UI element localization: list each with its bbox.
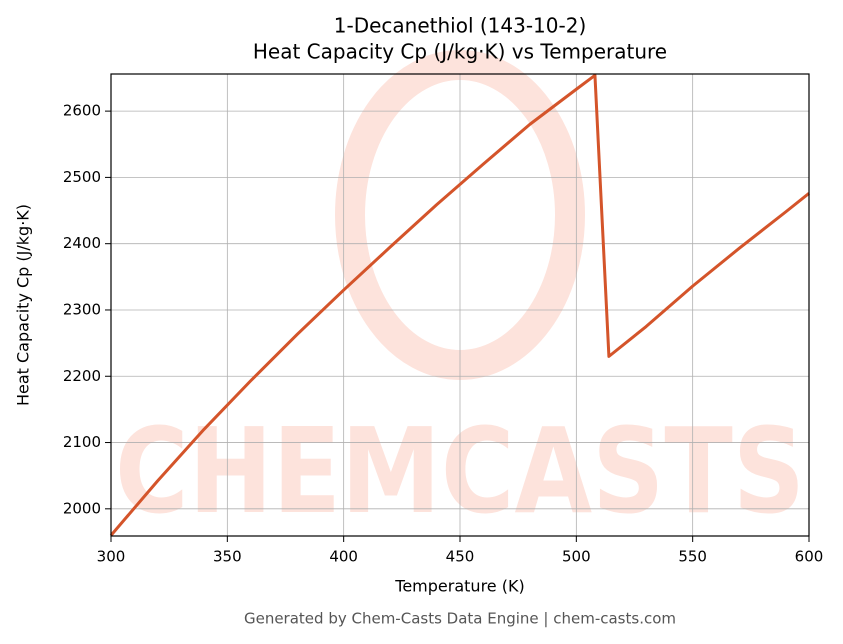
y-tick-label: 2100 bbox=[63, 433, 101, 451]
footer: Generated by Chem-Casts Data Engine | ch… bbox=[244, 610, 676, 628]
x-tick-label: 550 bbox=[678, 548, 707, 566]
y-tick-label: 2500 bbox=[63, 168, 101, 186]
y-tick-label: 2000 bbox=[63, 499, 101, 517]
y-axis-label: Heat Capacity Cp (J/kg·K) bbox=[14, 204, 33, 406]
y-tick-label: 2600 bbox=[63, 102, 101, 120]
chart-subtitle: Heat Capacity Cp (J/kg·K) vs Temperature bbox=[253, 40, 667, 64]
x-tick-label: 450 bbox=[446, 548, 475, 566]
data-line bbox=[109, 73, 810, 537]
y-tick-label: 2400 bbox=[63, 234, 101, 252]
x-axis-label: Temperature (K) bbox=[394, 577, 524, 596]
plot-frame bbox=[110, 73, 810, 537]
x-tick-label: 350 bbox=[213, 548, 242, 566]
x-tick-label: 500 bbox=[562, 548, 591, 566]
x-tick-label: 600 bbox=[795, 548, 824, 566]
y-tick-label: 2300 bbox=[63, 300, 101, 318]
x-tick-label: 400 bbox=[329, 548, 358, 566]
chart-title: 1-Decanethiol (143-10-2) bbox=[334, 14, 587, 38]
x-tick-label: 300 bbox=[97, 548, 126, 566]
y-tick-label: 2200 bbox=[63, 367, 101, 385]
